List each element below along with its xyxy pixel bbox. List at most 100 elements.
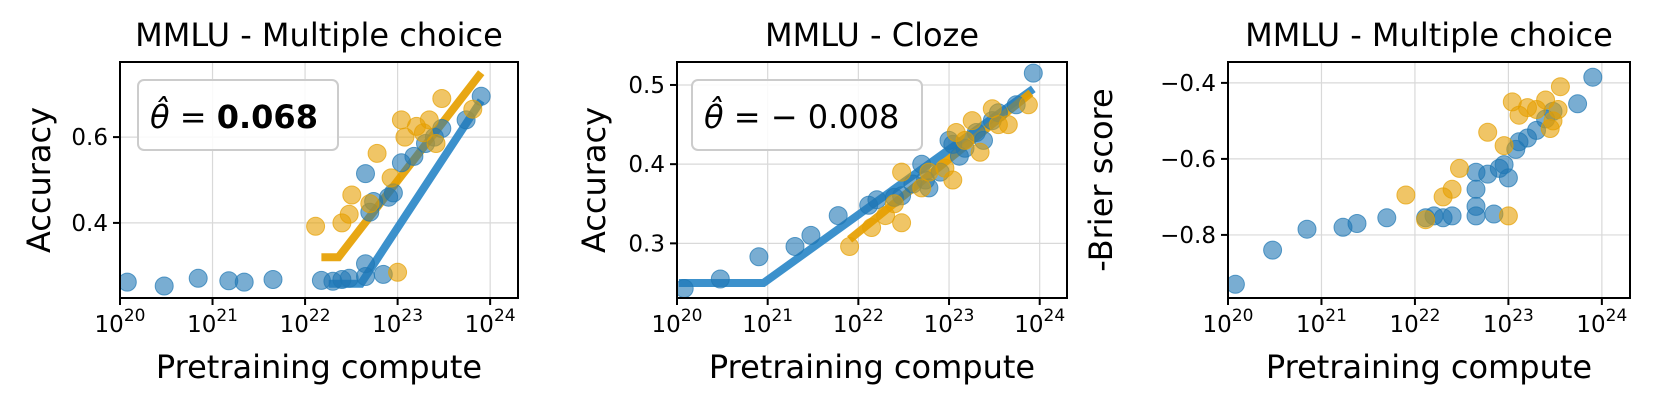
panel-2-frame [676, 61, 1068, 299]
panel-3-y-ticks: −0.8 −0.6 −0.4 [1160, 71, 1228, 249]
data-point-series-1 [801, 225, 821, 245]
data-point-series-2 [955, 130, 975, 150]
x-tick-base: 10 [924, 312, 953, 338]
x-tick-exponent: 22 [309, 306, 331, 326]
x-tick-label: 1021 [187, 306, 238, 338]
panel-2-annotation: θ̂ = − 0.008 [691, 79, 923, 151]
data-point-series-2 [1450, 158, 1469, 178]
y-tick-label: −0.6 [1160, 147, 1216, 173]
data-point-series-2 [1018, 95, 1038, 115]
panel-1: MMLU - Multiple choice 1020 1021 1022 1023 1… [20, 16, 519, 386]
x-tick-base: 10 [833, 312, 862, 338]
data-point-series-2 [998, 115, 1018, 135]
y-tick-label: −0.4 [1160, 71, 1216, 97]
x-tick-base: 10 [1203, 312, 1232, 338]
data-point-series-2 [463, 99, 483, 119]
data-point-series-2 [432, 89, 452, 108]
data-point-series-2 [840, 237, 860, 256]
x-tick-base: 10 [280, 312, 309, 338]
data-point-series-2 [367, 143, 387, 163]
x-tick-base: 10 [742, 312, 771, 338]
data-point-series-2 [1548, 100, 1568, 119]
data-point-series-2 [962, 111, 982, 131]
data-point-series-1 [1466, 179, 1486, 199]
data-point-series-1 [339, 268, 359, 288]
data-point-series-1 [356, 267, 375, 286]
x-tick-label: 1022 [833, 306, 884, 338]
panel-1-plot-area [120, 70, 491, 296]
x-tick-exponent: 21 [1325, 306, 1347, 326]
y-tick-label: 0.4 [628, 152, 665, 178]
panel-1-y-ticks: 0.4 0.6 [71, 125, 120, 237]
data-point-series-1 [404, 146, 424, 166]
data-point-series-1 [785, 237, 805, 256]
data-point-series-2 [381, 168, 401, 188]
x-tick-label: 1021 [742, 306, 793, 338]
panel-1-title: MMLU - Multiple choice [135, 16, 503, 54]
x-tick-exponent: 23 [401, 306, 423, 326]
x-tick-label: 1022 [280, 306, 331, 338]
panel-1-annotation-prefix: θ̂ = [150, 96, 217, 136]
x-tick-base: 10 [95, 312, 124, 338]
x-tick-base: 10 [1296, 312, 1325, 338]
data-point-series-1 [828, 206, 848, 226]
data-point-series-1 [154, 276, 174, 296]
panel-2-annotation-prefix: θ̂ = [704, 96, 771, 136]
data-point-series-2 [919, 162, 939, 182]
data-point-series-2 [970, 142, 990, 162]
data-point-series-2 [419, 110, 439, 130]
data-point-series-2 [1396, 185, 1416, 205]
data-point-series-2 [388, 262, 408, 282]
data-point-series-2 [884, 194, 904, 214]
data-point-series-2 [892, 213, 912, 233]
x-tick-label: 1020 [1203, 306, 1254, 338]
x-tick-exponent: 23 [1512, 306, 1534, 326]
panel-2-annotation-value: − 0.008 [771, 98, 900, 136]
panel-2-title: MMLU - Cloze [765, 16, 979, 54]
data-point-series-2 [862, 218, 882, 237]
data-point-series-1 [1583, 67, 1603, 87]
panel-2-x-ticks: 1020 1021 1022 1023 1024 [652, 298, 1066, 338]
panel-1-annotation: θ̂ = 0.068 [137, 79, 339, 151]
data-point-series-1 [188, 268, 208, 288]
panel-3-grid [1227, 62, 1630, 298]
x-tick-exponent: 24 [1606, 306, 1628, 326]
x-tick-base: 10 [1483, 312, 1512, 338]
panel-2-x-label: Pretraining compute [709, 348, 1035, 386]
data-point-series-2 [339, 204, 359, 224]
data-point-series-2 [912, 178, 932, 198]
panel-3-plot-area [1228, 67, 1603, 294]
data-point-series-1 [120, 272, 137, 292]
x-tick-exponent: 21 [216, 306, 238, 326]
x-tick-base: 10 [1389, 312, 1418, 338]
data-point-series-2 [1442, 179, 1462, 199]
panel-1-annotation-text: θ̂ = 0.068 [150, 96, 318, 136]
data-point-series-1 [710, 269, 730, 289]
x-tick-label: 1021 [1296, 306, 1347, 338]
data-point-series-2 [1478, 122, 1498, 142]
data-point-series-1 [1023, 63, 1043, 83]
panel-3-frame [1227, 61, 1631, 299]
x-tick-base: 10 [187, 312, 216, 338]
data-point-series-1 [1263, 240, 1283, 260]
panel-2-annotation-text: θ̂ = − 0.008 [704, 96, 899, 136]
x-tick-label: 1024 [465, 306, 516, 338]
data-point-series-1 [1297, 219, 1317, 239]
y-tick-label: 0.5 [628, 73, 665, 99]
y-tick-label: 0.3 [628, 231, 665, 257]
x-tick-exponent: 24 [494, 306, 516, 326]
x-tick-base: 10 [1576, 312, 1605, 338]
x-tick-exponent: 20 [124, 306, 146, 326]
x-tick-exponent: 24 [1044, 306, 1066, 326]
panel-1-annotation-box [137, 79, 339, 151]
data-point-series-1 [1442, 206, 1462, 226]
panel-1-annotation-value: 0.068 [217, 98, 318, 136]
data-point-series-1 [263, 270, 283, 289]
x-tick-label: 1024 [1576, 306, 1627, 338]
x-tick-exponent: 21 [771, 306, 793, 326]
x-tick-label: 1023 [1483, 306, 1534, 338]
data-point-series-2 [943, 170, 963, 190]
data-point-series-2 [426, 134, 446, 153]
x-tick-base: 10 [1014, 312, 1043, 338]
data-point-series-2 [1550, 77, 1570, 97]
